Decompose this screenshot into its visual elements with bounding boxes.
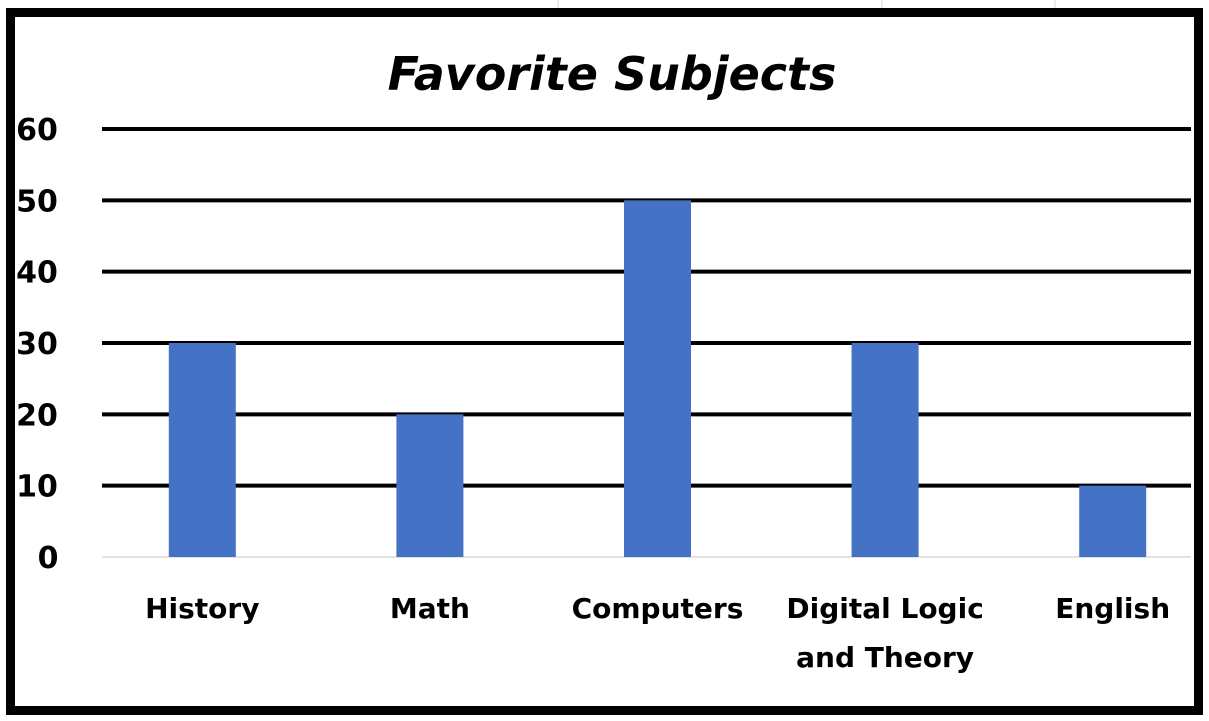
y-axis-ticks: 0 10 20 30 40 50 60	[16, 113, 58, 576]
chart-title: Favorite Subjects	[388, 47, 837, 101]
x-category-label: English	[1055, 592, 1170, 625]
y-tick-label: 40	[16, 256, 58, 291]
x-category-label: Math	[390, 592, 470, 625]
y-tick-label: 50	[16, 184, 58, 219]
x-category-label: History	[145, 592, 259, 625]
y-tick-label: 20	[16, 398, 58, 433]
bars	[168, 200, 1147, 558]
bar[interactable]	[624, 200, 691, 558]
x-category-label: Digital Logic	[786, 592, 983, 625]
x-category-label: and Theory	[796, 641, 974, 674]
x-axis-categories: History Math Computers Digital Logic and The…	[145, 592, 1170, 674]
y-tick-label: 60	[16, 113, 58, 148]
x-category-label: Computers	[572, 592, 744, 625]
bar[interactable]	[851, 343, 919, 557]
bar[interactable]	[1079, 485, 1147, 557]
bar[interactable]	[396, 414, 464, 557]
y-tick-label: 10	[16, 470, 58, 505]
y-tick-label: 30	[16, 327, 58, 362]
bar[interactable]	[168, 343, 236, 557]
y-tick-label: 0	[38, 541, 59, 576]
